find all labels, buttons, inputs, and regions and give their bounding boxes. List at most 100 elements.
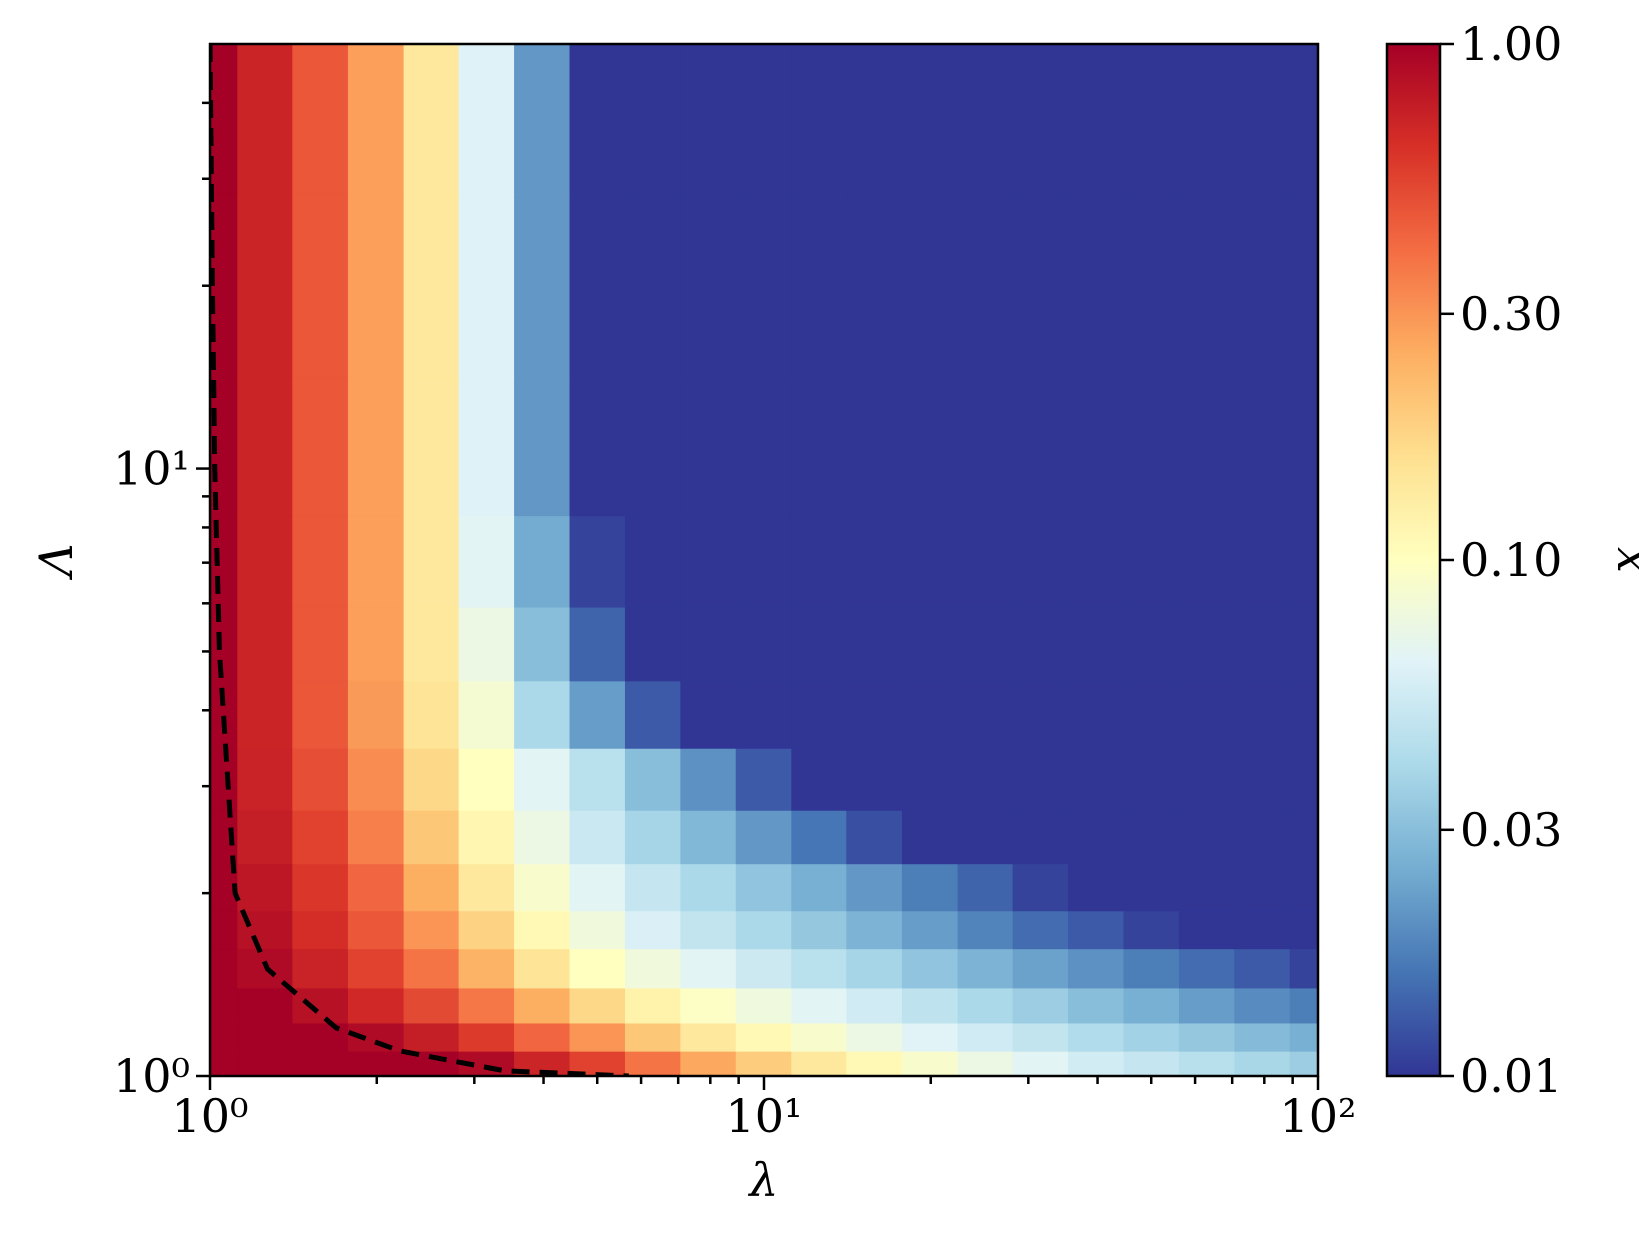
- contour-cell: [347, 910, 405, 950]
- contour-cell: [237, 1022, 294, 1052]
- contour-cell: [292, 1022, 349, 1052]
- contour-cell: [1068, 515, 1125, 608]
- contour-cell: [458, 193, 516, 378]
- contour-cell: [292, 910, 349, 950]
- contour-cell: [1234, 376, 1291, 517]
- contour-cell: [846, 606, 903, 682]
- contour-cell: [1068, 747, 1125, 811]
- contour-cell: [1234, 1022, 1291, 1052]
- contour-cell: [1123, 515, 1180, 608]
- contour-cell: [237, 1050, 294, 1076]
- contour-cell: [735, 1022, 793, 1052]
- contour-cell: [403, 193, 460, 378]
- contour-cell: [1123, 910, 1180, 950]
- contour-cell: [569, 376, 626, 517]
- contour-cell: [1178, 948, 1236, 989]
- contour-cell: [957, 948, 1014, 989]
- contour-cell: [514, 1022, 571, 1052]
- contour-cell: [569, 863, 626, 912]
- contour-cell: [901, 515, 959, 608]
- x-tick-label: 10¹: [726, 1089, 803, 1143]
- contour-cell: [846, 376, 903, 517]
- contour-cell: [1289, 747, 1318, 811]
- contour-cell: [458, 809, 516, 865]
- contour-cell: [1123, 44, 1180, 195]
- contour-cell: [735, 44, 793, 195]
- contour-cell: [403, 680, 460, 749]
- contour-cell: [846, 809, 903, 865]
- contour-cell: [1178, 1022, 1236, 1052]
- contour-cell: [569, 987, 626, 1024]
- contour-cell: [347, 606, 405, 682]
- contour-cell: [237, 44, 294, 195]
- contour-cell: [237, 747, 294, 811]
- contour-cell: [1068, 44, 1125, 195]
- contour-cell: [1178, 193, 1236, 378]
- contour-cell: [1012, 376, 1070, 517]
- contour-cell: [1289, 193, 1318, 378]
- colorbar-tick-label: 1.00: [1460, 17, 1562, 71]
- contour-cell: [1068, 987, 1125, 1024]
- contour-cell: [846, 948, 903, 989]
- contour-cell: [403, 606, 460, 682]
- contour-cell: [292, 1050, 349, 1076]
- contour-cell: [514, 863, 571, 912]
- contour-cell: [791, 1050, 848, 1076]
- contour-cell: [957, 809, 1014, 865]
- contour-cell: [1123, 863, 1180, 912]
- contour-cell: [680, 606, 737, 682]
- contour-cell: [347, 987, 405, 1024]
- contour-cell: [1178, 44, 1236, 195]
- contour-cell: [1068, 948, 1125, 989]
- contour-cell: [846, 193, 903, 378]
- contour-cell: [735, 376, 793, 517]
- contour-cell: [1012, 910, 1070, 950]
- contour-cell: [1178, 863, 1236, 912]
- contour-cell: [292, 987, 349, 1024]
- contour-cell: [237, 863, 294, 912]
- contour-cell: [735, 1050, 793, 1076]
- contour-cell: [735, 809, 793, 865]
- contour-cell: [1123, 987, 1180, 1024]
- contour-cell: [569, 680, 626, 749]
- contour-cell: [1289, 863, 1318, 912]
- contour-cell: [680, 44, 737, 195]
- axes: 10⁰ 10¹ 10² 10⁰ 10¹ 0.01 0.03 0.10 0.30 1.00: [113, 17, 1562, 1143]
- contour-cell: [292, 515, 349, 608]
- contour-cell: [514, 515, 571, 608]
- contour-cell: [514, 680, 571, 749]
- contour-cell: [237, 515, 294, 608]
- contour-cell: [846, 863, 903, 912]
- contour-cell: [237, 987, 294, 1024]
- colorbar-tick-label: 0.03: [1460, 803, 1562, 857]
- contour-cell: [292, 193, 349, 378]
- contour-cell: [569, 809, 626, 865]
- contour-cell: [957, 193, 1014, 378]
- contour-cell: [210, 987, 239, 1024]
- contour-cell: [846, 680, 903, 749]
- contour-cell: [1123, 376, 1180, 517]
- contour-cell: [680, 948, 737, 989]
- contour-cell: [1234, 910, 1291, 950]
- contour-cell: [458, 1022, 516, 1052]
- contour-cell: [901, 44, 959, 195]
- colorbar-tick-label: 0.10: [1460, 533, 1562, 587]
- contour-cell: [347, 193, 405, 378]
- contour-cell: [901, 948, 959, 989]
- contour-cell: [403, 863, 460, 912]
- contour-cell: [846, 910, 903, 950]
- contour-cell: [292, 44, 349, 195]
- contour-cell: [680, 193, 737, 378]
- contour-cell: [791, 747, 848, 811]
- contour-cell: [680, 376, 737, 517]
- contour-cell: [292, 863, 349, 912]
- contour-cell: [846, 987, 903, 1024]
- contour-cell: [1012, 1050, 1070, 1076]
- contour-cell: [957, 747, 1014, 811]
- contour-cell: [901, 910, 959, 950]
- contour-cell: [403, 44, 460, 195]
- contour-cell: [791, 1022, 848, 1052]
- contour-cell: [1234, 1050, 1291, 1076]
- contour-cell: [624, 910, 682, 950]
